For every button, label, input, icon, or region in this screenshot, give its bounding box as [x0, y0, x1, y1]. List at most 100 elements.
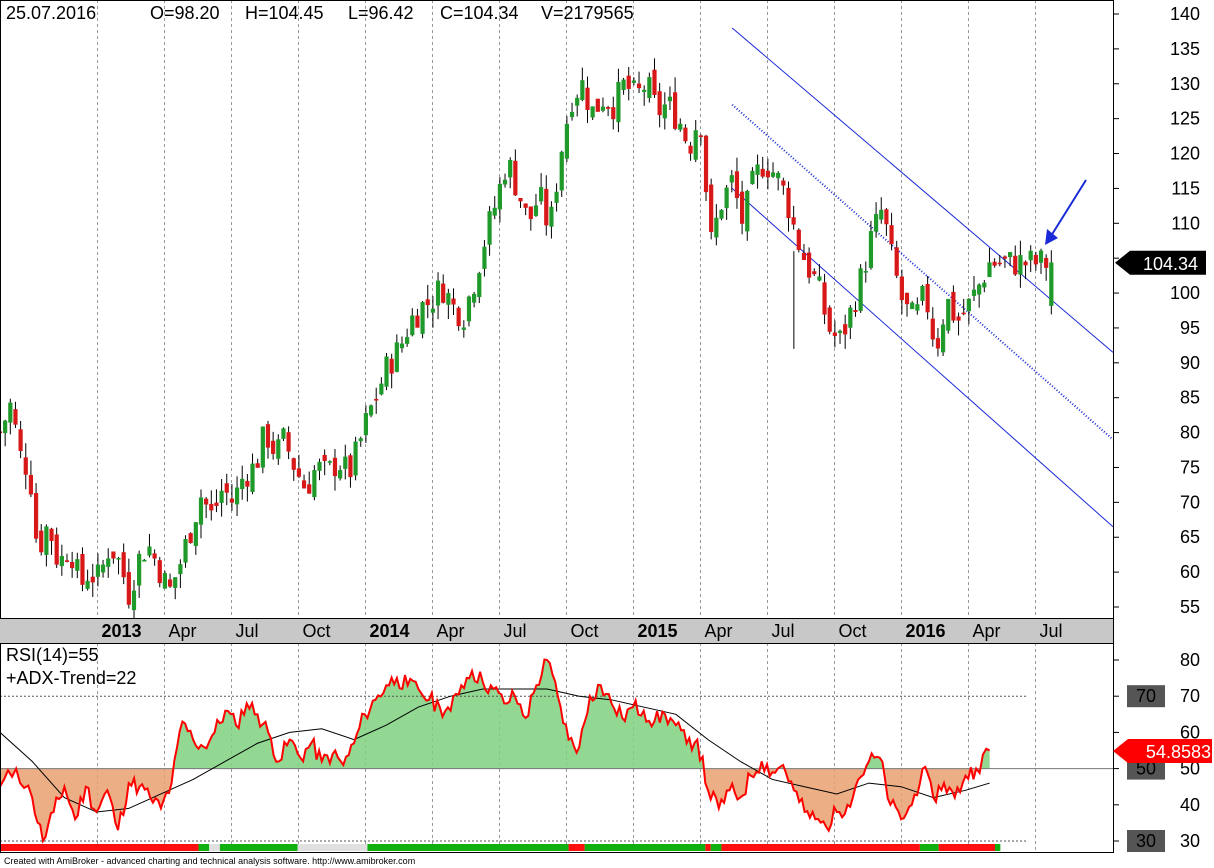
candle-body [678, 123, 683, 130]
candle-body [812, 271, 817, 275]
signal-bar-segment [209, 844, 220, 851]
candle-body [992, 261, 997, 266]
candle-body [451, 298, 456, 305]
axes [0, 0, 1119, 853]
candle-body [1023, 261, 1028, 266]
candle-body [755, 164, 760, 175]
candle-body [121, 552, 126, 578]
candle-body [49, 528, 54, 541]
candle-body [193, 522, 198, 546]
candle-body [667, 96, 673, 102]
candle-body [198, 497, 204, 525]
date-tick-label: 2014 [370, 621, 410, 641]
arrow-head-icon [1045, 229, 1058, 245]
rsi-fill-below [703, 768, 760, 809]
candle-body [1013, 255, 1018, 275]
candle-body [662, 104, 667, 119]
candle-body [44, 526, 49, 555]
candle-body [430, 308, 435, 313]
candle-body [858, 268, 863, 311]
candle-body [796, 229, 801, 250]
candle-body [600, 106, 606, 111]
candle-body [8, 402, 13, 423]
adx-trend-line [0, 688, 990, 813]
arrow-annotation [1050, 179, 1087, 237]
candles [0, 58, 1054, 621]
candle-body [353, 441, 358, 476]
candle-body [147, 546, 152, 556]
candle-body [1007, 252, 1013, 258]
candle-body [549, 206, 554, 227]
candle-body [70, 562, 75, 569]
candle-body [477, 273, 482, 298]
candle-body [234, 487, 240, 505]
rsi-line [0, 658, 991, 844]
rsi-tick-label: 40 [1180, 795, 1200, 815]
candle-body [80, 553, 85, 585]
candle-body [807, 252, 812, 278]
candle-body [90, 576, 95, 583]
candle-body [39, 530, 44, 553]
candle-body [729, 175, 734, 183]
trend-channel [731, 27, 1114, 528]
signal-bar-segment [710, 844, 722, 851]
candle-body [569, 111, 575, 118]
candle-body [389, 358, 394, 374]
candle-body [946, 298, 951, 331]
candle-body [765, 170, 770, 178]
candle-body [229, 498, 235, 503]
candle-body [647, 77, 652, 99]
candle-body [698, 135, 703, 138]
candle-body [904, 292, 910, 305]
candle-body [358, 438, 363, 442]
price-tick-label: 95 [1180, 318, 1200, 338]
date-tick-label: 2015 [638, 621, 678, 641]
rsi-fill-above [865, 753, 884, 769]
candle-body [889, 225, 894, 245]
candle-body [466, 296, 472, 322]
candle-body [894, 247, 899, 276]
candle-body [209, 503, 214, 511]
candle-body [873, 214, 879, 232]
candle-body [255, 463, 260, 468]
candle-body [832, 332, 837, 336]
candle-body [487, 211, 492, 245]
candle-body [956, 316, 961, 321]
candle-body [776, 172, 781, 179]
candle-body [961, 312, 966, 315]
candle-body [977, 284, 982, 295]
candle-body [85, 580, 90, 589]
candle-body [338, 470, 343, 479]
rsi-tick-label: 60 [1180, 722, 1200, 742]
price-tick-label: 140 [1170, 4, 1200, 24]
signal-bar-segment [705, 844, 711, 851]
date-tick-label: Jul [236, 621, 259, 641]
price-tick-label: 60 [1180, 562, 1200, 582]
candle-body [167, 579, 173, 587]
rsi-lower-badge [1127, 830, 1165, 852]
candle-body [863, 271, 868, 273]
candle-body [173, 577, 178, 588]
rsi-tick-label: 30 [1180, 831, 1200, 851]
candle-body [606, 107, 611, 109]
rsi-series-label: RSI(14)=55 [6, 645, 99, 665]
price-tick-label: 75 [1180, 457, 1200, 477]
candle-body [260, 426, 265, 468]
candle-body [559, 151, 564, 191]
candle-body [910, 302, 915, 310]
candle-body [286, 432, 291, 452]
candle-body [116, 557, 121, 560]
header-open: O=98.20 [150, 3, 220, 23]
candle-body [224, 483, 229, 493]
candle-body [533, 205, 539, 216]
candle-body [884, 209, 889, 225]
date-tick-label: 2013 [102, 621, 142, 641]
candle-body [497, 183, 502, 210]
candle-body [940, 324, 946, 353]
candle-body [502, 179, 508, 185]
candle-body [899, 276, 904, 301]
candle-body [781, 180, 786, 186]
candle-body [106, 558, 111, 567]
signal-bar-segment [0, 844, 199, 851]
channel-middle-line [731, 103, 1114, 441]
